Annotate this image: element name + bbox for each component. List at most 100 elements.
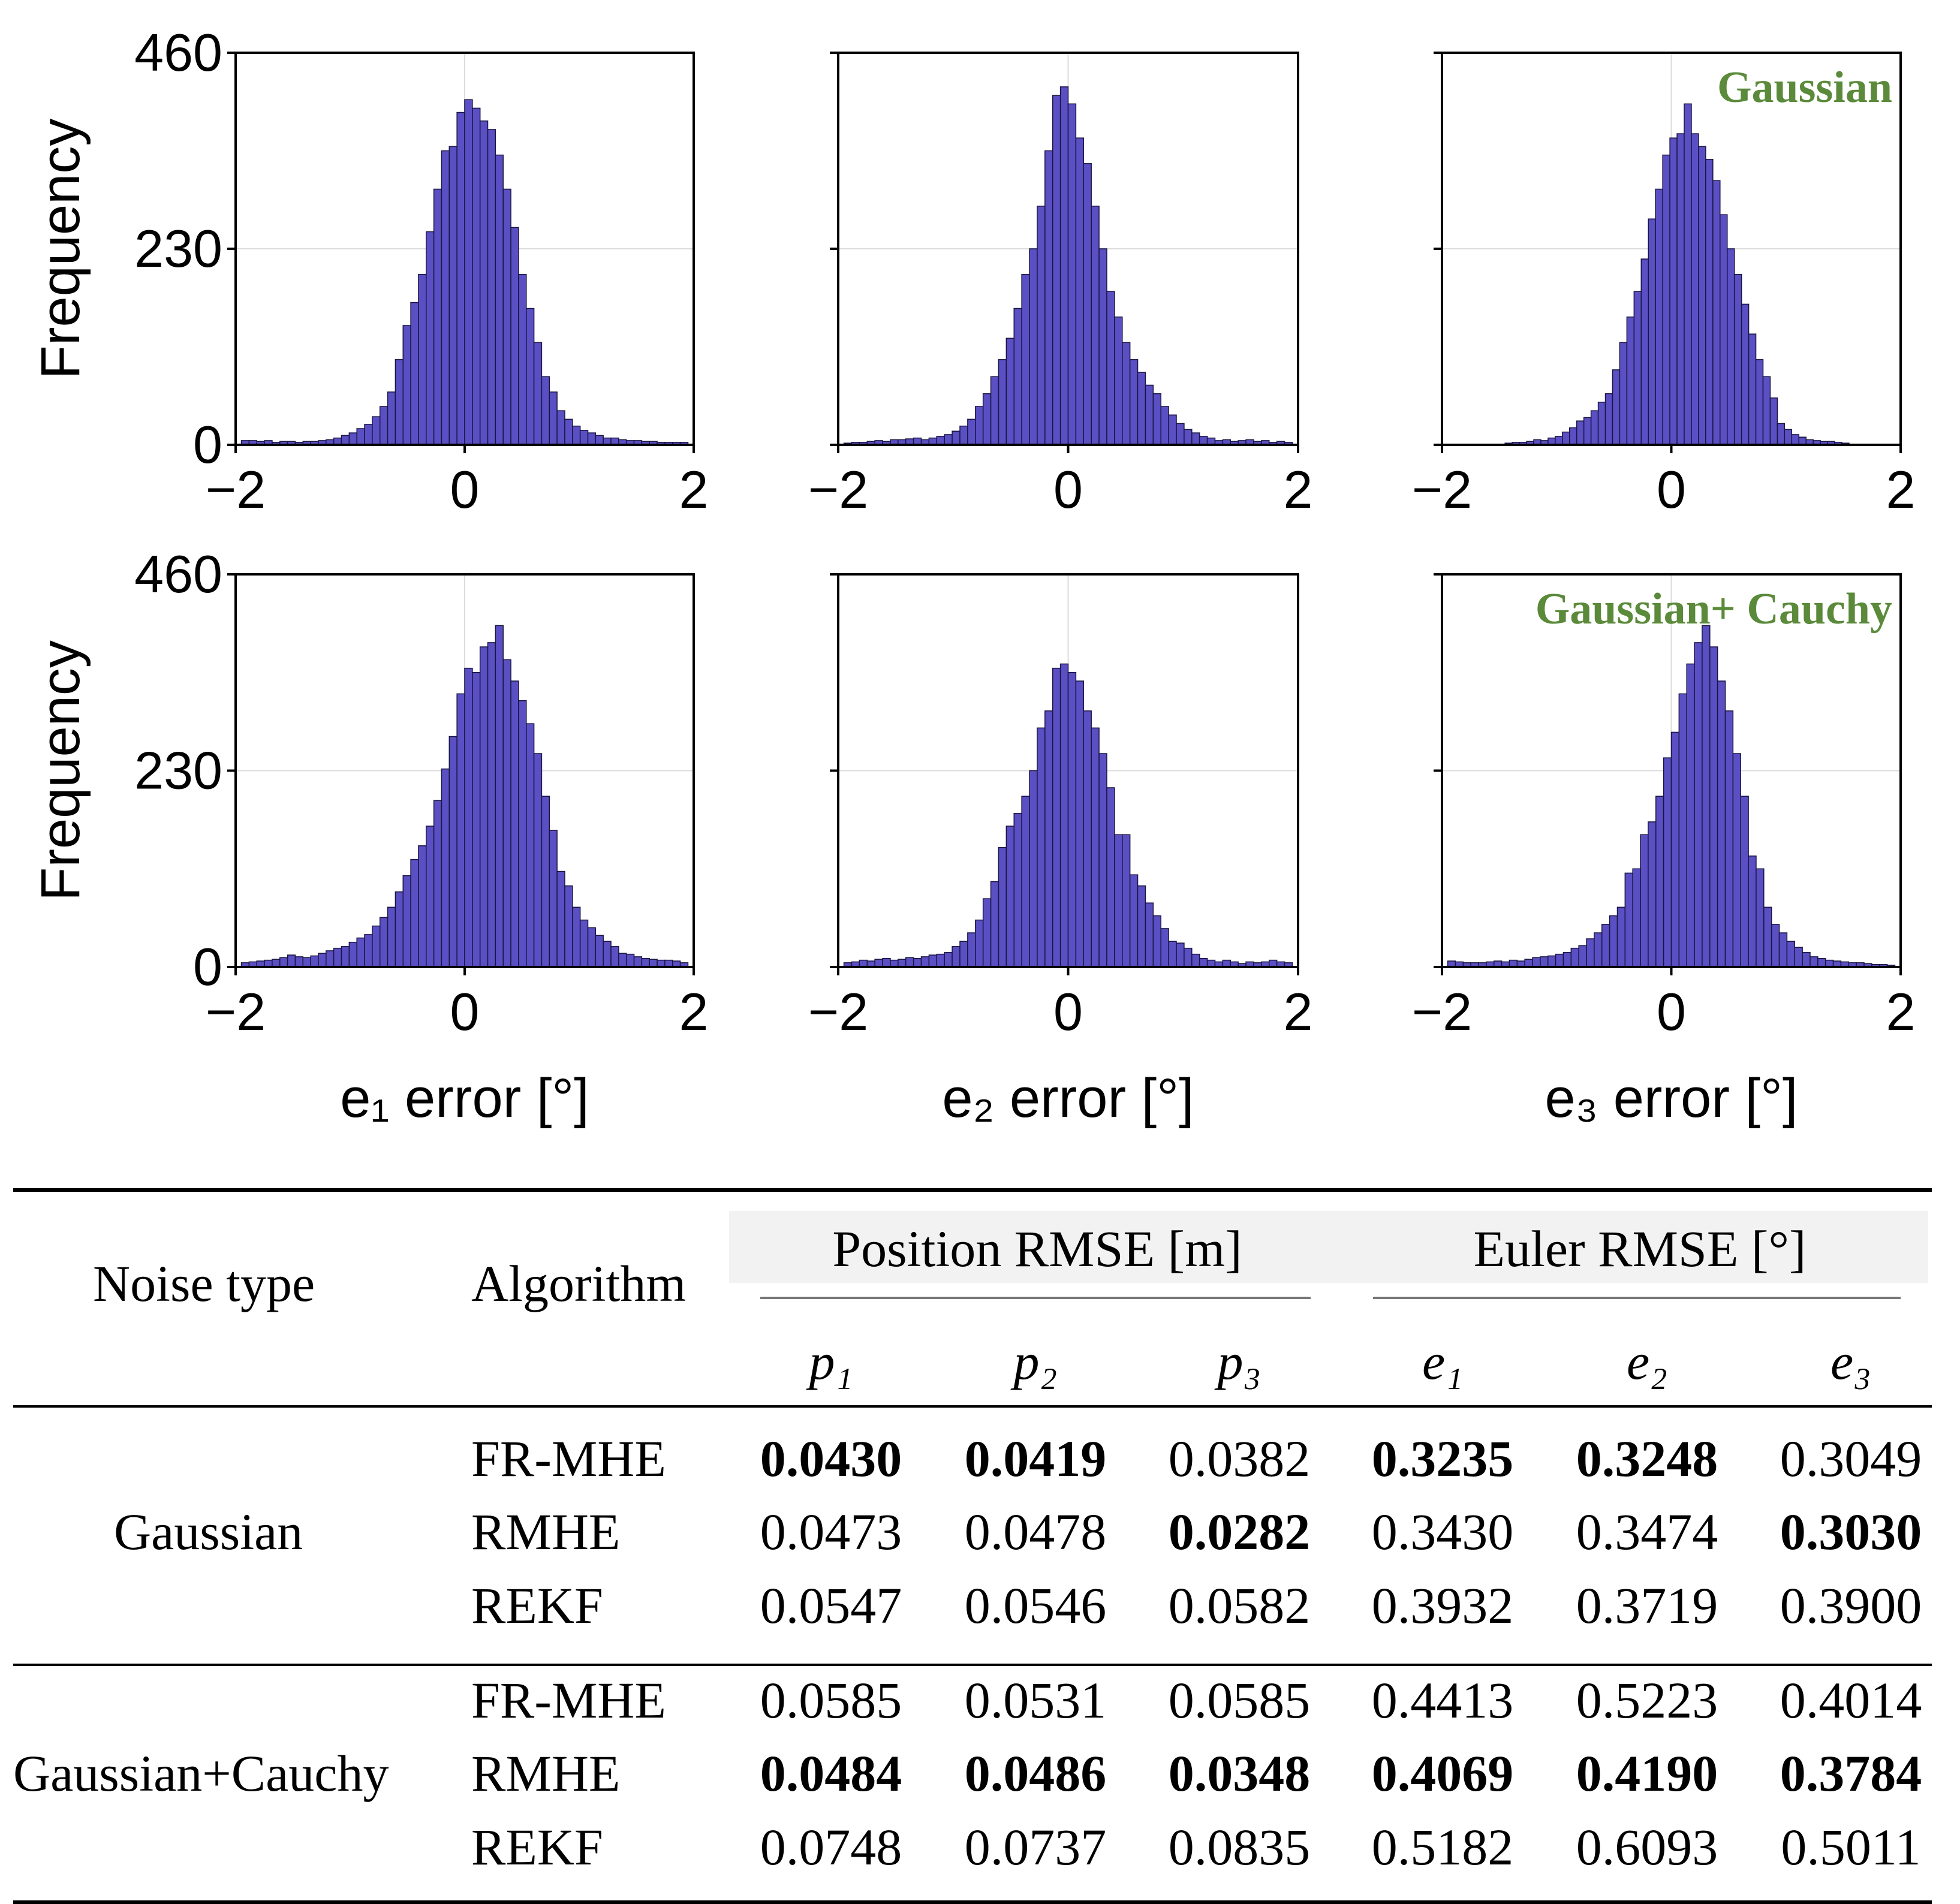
histogram-bar [1145,384,1154,445]
histogram-bar [1626,316,1635,445]
y-tick-label: 0 [193,415,222,474]
histogram-bar [1184,429,1193,445]
histogram-bar [913,958,922,968]
histogram-bar [595,935,604,968]
x-tick-label: −2 [1412,460,1472,519]
histogram-bar [387,391,396,445]
y-tick-label: 460 [134,544,222,604]
histogram-bar [990,376,999,445]
histogram-bar [1601,924,1610,968]
histogram-bar [1013,812,1022,968]
histogram-bar [1769,397,1778,445]
histogram-bar [464,667,473,968]
histogram-bar [395,359,404,445]
histogram-bar [495,154,504,445]
histogram-bar [456,112,465,445]
histogram-bar [1702,625,1711,968]
histogram-bar [448,736,457,968]
histogram-bar [1037,727,1046,968]
histogram-bar [1741,303,1750,445]
histogram-bar [533,753,543,968]
histogram-bar [1532,957,1541,968]
histogram-bar [356,937,365,968]
histogram-bar [1098,248,1107,445]
histogram-bar [1694,642,1703,968]
histogram-bar [587,432,597,445]
histogram-bar [1029,248,1038,445]
histogram-bar [1684,103,1692,445]
histogram-bar [1717,680,1726,968]
histogram-bar [1655,188,1663,445]
histogram-bar [1802,952,1811,968]
x-tick-label: 0 [1053,982,1083,1041]
histogram-bar [625,953,635,968]
histogram-bar [1083,163,1092,445]
noise-annotation: Gaussian+ Cauchy [1536,585,1892,634]
histogram-bar [1052,667,1061,968]
histogram-bar [952,946,961,968]
histogram-bar [294,956,304,968]
histogram-bar [1562,431,1570,445]
x-tick-label: 0 [450,982,480,1041]
histogram-bar [905,957,914,968]
histogram-bar [487,129,496,445]
histogram-bar [1569,427,1577,445]
histogram-bar [1778,932,1788,968]
histogram-bar [1129,874,1139,968]
histogram-bar [410,858,419,968]
histogram-bar [1021,796,1030,968]
histogram-bar [1029,770,1038,968]
histogram-bar [1670,731,1680,968]
histogram-bar [426,826,435,968]
histogram-bar [1686,663,1695,968]
histogram-bar [959,941,968,968]
histogram-bar [944,434,953,445]
histogram-bar [998,846,1007,968]
histogram-bar [1583,417,1592,445]
histogram-bar [1168,414,1177,445]
histogram-bar [1160,406,1169,445]
histogram-bar [1784,429,1793,445]
histogram-bar [1604,393,1613,445]
histogram-bar [1576,420,1585,445]
histogram-bar [1594,932,1603,968]
histogram-bar [1005,338,1014,445]
histogram-bar [1648,821,1657,968]
x-tick-label: −2 [1412,982,1472,1041]
histogram-bar [1578,945,1587,968]
histogram-bar [1106,787,1115,968]
histogram-bar [1791,434,1800,445]
histogram-bar [1777,423,1786,445]
histogram-bar [928,954,938,968]
histogram-bar [1648,218,1656,445]
histogram-bar [967,932,976,968]
histogram-bar [1075,137,1085,445]
histogram-bar [882,958,891,968]
x-tick-label: −2 [808,982,868,1041]
histogram-bar [1724,710,1734,968]
histogram-bar [448,146,457,445]
table-bottom-rule [13,1900,1932,1904]
histogram-bar [487,642,496,968]
histogram-bar [1199,958,1208,968]
y-tick-label: 230 [134,741,222,800]
histogram-bar [967,418,976,445]
histogram-bar [1748,855,1757,968]
y-tick-label: 460 [134,23,222,82]
histogram-bar [936,436,945,445]
histogram-bar [618,953,627,968]
x-tick-label: −2 [206,460,266,519]
histogram-bar [1021,273,1030,445]
noise-annotation: Gaussian [1717,63,1892,112]
x-tick-label: 0 [1657,982,1686,1041]
histogram-bar [1616,906,1626,968]
histogram-bar [1091,206,1100,445]
x-tick-label: 2 [1886,460,1916,519]
histogram-bar [1748,333,1757,445]
histogram-bar [410,302,419,445]
y-axis-label: Frequency [30,640,91,901]
histogram-bar [1145,902,1154,968]
histogram-bar [348,941,357,968]
histogram-bar [1632,868,1641,968]
